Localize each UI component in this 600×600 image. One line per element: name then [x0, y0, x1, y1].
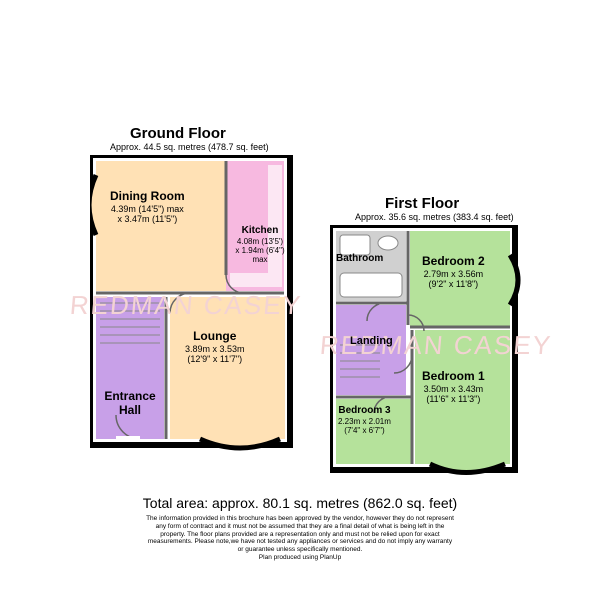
bedroom3-label: Bedroom 3 2.23m x 2.01m (7'4" x 6'7")	[338, 405, 391, 435]
lounge-label: Lounge 3.89m x 3.53m (12'9" x 11'7")	[185, 330, 245, 364]
ground-floor-title: Ground Floor	[130, 125, 226, 142]
total-area: Total area: approx. 80.1 sq. metres (862…	[0, 495, 600, 511]
bedroom2-label: Bedroom 2 2.79m x 3.56m (9'2" x 11'8")	[422, 255, 485, 289]
bedroom1-label: Bedroom 1 3.50m x 3.43m (11'6" x 11'3")	[422, 370, 485, 404]
bathroom-label: Bathroom	[336, 253, 383, 265]
ground-floor-sub: Approx. 44.5 sq. metres (478.7 sq. feet)	[110, 142, 269, 152]
kitchen-label: Kitchen 4.08m (13'5') x 1.94m (6'4") max	[230, 225, 290, 264]
landing-label: Landing	[350, 335, 393, 348]
entrance-label: Entrance Hall	[100, 390, 160, 418]
first-floor-title: First Floor	[385, 195, 459, 212]
dining-room-label: Dining Room 4.39m (14'5") max x 3.47m (1…	[110, 190, 185, 224]
first-floor-sub: Approx. 35.6 sq. metres (383.4 sq. feet)	[355, 212, 514, 222]
disclaimer: The information provided in this brochur…	[0, 515, 600, 562]
